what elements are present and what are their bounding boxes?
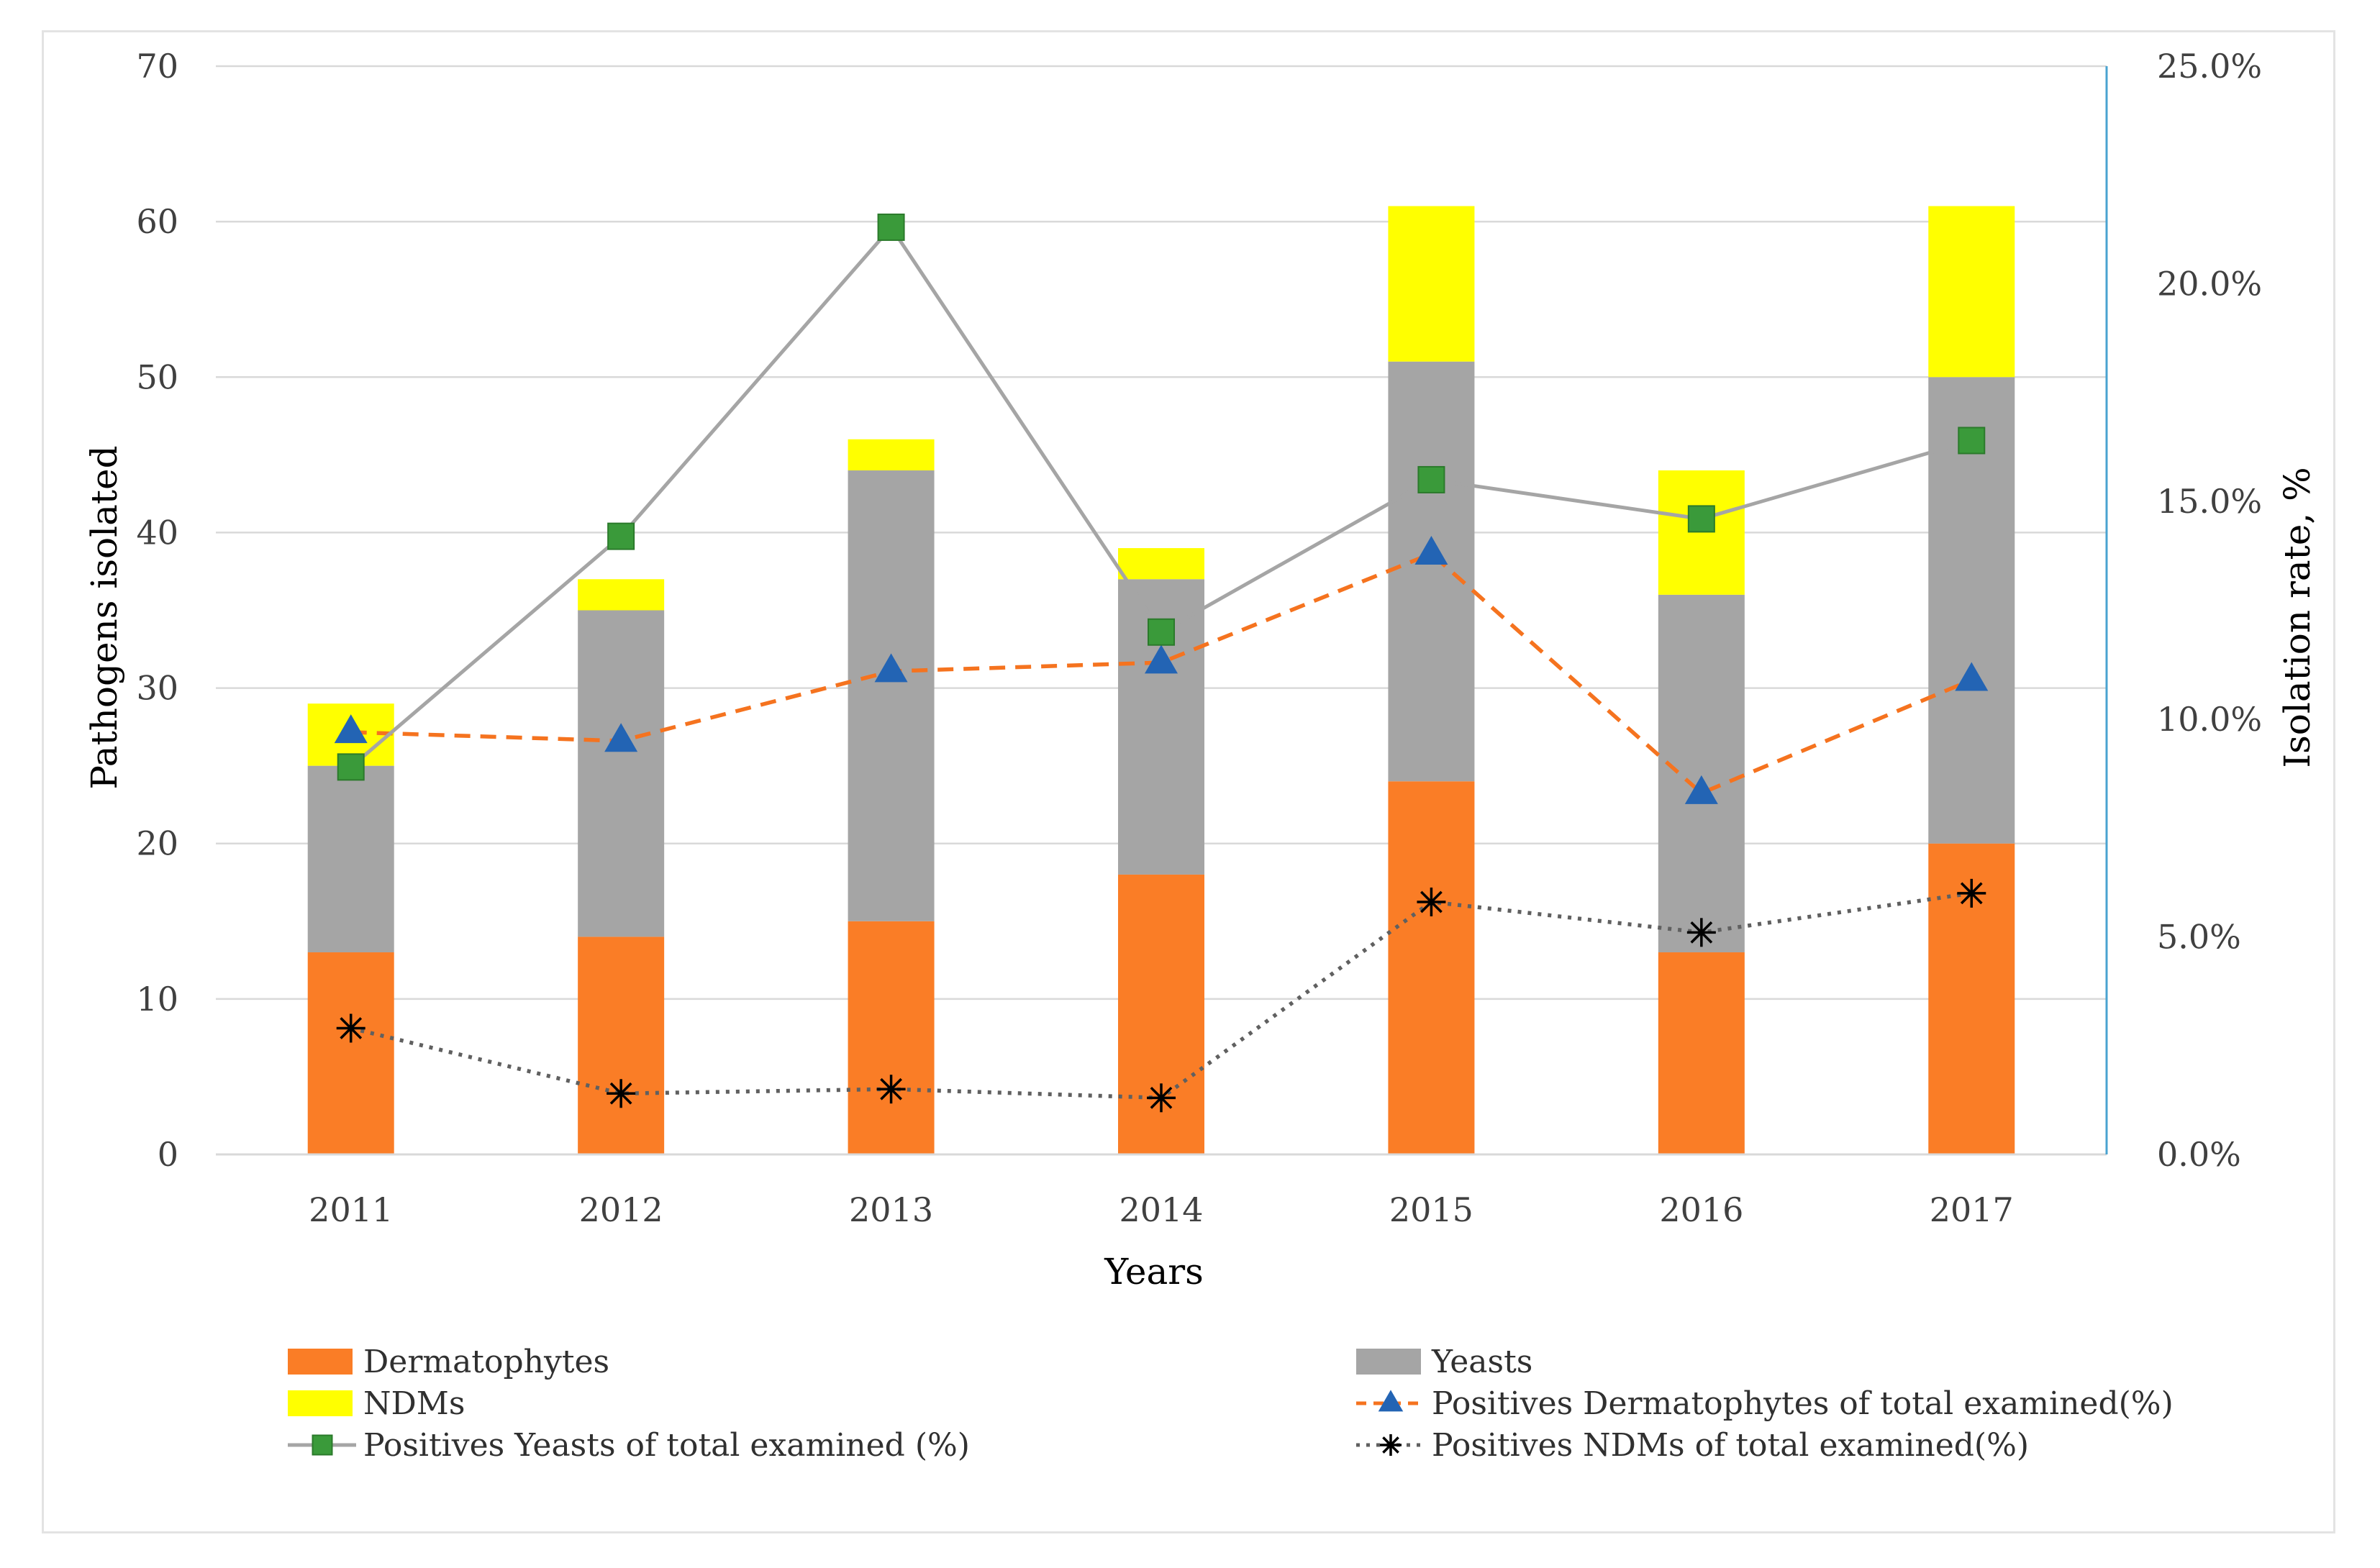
- point-triangle: [334, 714, 368, 744]
- point-asterisk: [1147, 1083, 1176, 1113]
- line-series: [334, 213, 1989, 1113]
- bar-ndms: [848, 439, 935, 470]
- point-triangle: [874, 653, 908, 683]
- legend: Dermatophytes Yeasts NDMs Positives Dermato…: [288, 1344, 2174, 1464]
- point-triangle: [1145, 644, 1178, 674]
- bar-dermatophytes: [1388, 781, 1475, 1154]
- legend-marker: [312, 1434, 333, 1456]
- point-asterisk: [876, 1075, 906, 1104]
- point-asterisk: [607, 1079, 636, 1108]
- bar-ndms: [1118, 548, 1204, 580]
- y-tick-label: 30: [136, 669, 178, 708]
- y-tick-label: 40: [136, 513, 178, 552]
- legend-label: NDMs: [363, 1385, 465, 1422]
- y2-tick-label: 0.0%: [2157, 1135, 2241, 1174]
- x-tick-label: 2015: [1389, 1190, 1473, 1229]
- legend-swatch: [288, 1390, 353, 1416]
- bar-dermatophytes: [307, 952, 394, 1154]
- y-tick-label: 0: [158, 1135, 178, 1174]
- point-square: [607, 522, 635, 550]
- x-tick-label: 2013: [849, 1190, 933, 1229]
- point-triangle: [1414, 536, 1448, 565]
- legend-label: Yeasts: [1431, 1344, 1532, 1380]
- legend-marker: [1378, 1390, 1404, 1412]
- legend-label: Dermatophytes: [363, 1344, 609, 1380]
- bar-ndms: [578, 579, 665, 611]
- point-square: [1687, 505, 1715, 533]
- y-axis-title: Pathogens isolated: [83, 445, 125, 789]
- x-axis-title: Years: [1104, 1251, 1204, 1293]
- point-square: [1417, 465, 1445, 493]
- axes: 0 10 20 30 40 50 60 70 0.0% 5.0% 10.0% 15.0% 20.0% 25…: [83, 47, 2318, 1293]
- legend-marker: [1380, 1434, 1402, 1456]
- y2-tick-label: 25.0%: [2157, 47, 2262, 86]
- y-tick-label: 50: [136, 357, 178, 396]
- y2-tick-label: 15.0%: [2157, 482, 2262, 521]
- x-tick-label: 2017: [1930, 1190, 2014, 1229]
- bar-dermatophytes: [848, 921, 935, 1154]
- y2-tick-label: 20.0%: [2157, 265, 2262, 304]
- point-asterisk: [1686, 918, 1716, 947]
- x-tick-label: 2016: [1659, 1190, 1743, 1229]
- figure-frame: [42, 30, 2335, 1533]
- bar-yeasts: [578, 610, 665, 937]
- y-tick-label: 60: [136, 202, 178, 241]
- bar-ndms: [1388, 206, 1475, 362]
- point-square: [877, 213, 905, 241]
- legend-swatch: [1356, 1349, 1421, 1375]
- bar-yeasts: [1388, 361, 1475, 782]
- point-square: [1148, 618, 1175, 646]
- point-square: [337, 753, 365, 781]
- point-asterisk: [336, 1013, 365, 1043]
- y2-tick-label: 10.0%: [2157, 700, 2262, 739]
- y-tick-label: 20: [136, 824, 178, 863]
- bar-dermatophytes: [578, 936, 665, 1154]
- bar-series: [307, 206, 2015, 1154]
- bar-yeasts: [1928, 377, 2015, 844]
- y-tick-label: 70: [136, 47, 178, 86]
- bar-yeasts: [848, 470, 935, 921]
- bar-ndms: [1928, 206, 2015, 378]
- bar-dermatophytes: [1118, 874, 1204, 1154]
- point-asterisk: [1957, 878, 1986, 908]
- x-tick-label: 2012: [579, 1190, 663, 1229]
- x-tick-label: 2011: [309, 1190, 393, 1229]
- legend-label: Positives Yeasts of total examined (%): [363, 1427, 970, 1464]
- point-triangle: [1684, 775, 1718, 804]
- point-triangle: [1955, 662, 1989, 691]
- y2-axis-title: Isolation rate, %: [2276, 467, 2318, 767]
- y-tick-label: 10: [136, 980, 178, 1018]
- bar-yeasts: [307, 765, 394, 953]
- x-tick-label: 2014: [1119, 1190, 1203, 1229]
- legend-label: Positives NDMs of total examined(%): [1432, 1427, 2029, 1464]
- legend-label: Positives Dermatophytes of total examine…: [1432, 1385, 2174, 1422]
- point-triangle: [604, 723, 638, 752]
- bar-dermatophytes: [1658, 952, 1745, 1154]
- bar-yeasts: [1658, 594, 1745, 953]
- legend-swatch: [288, 1349, 353, 1375]
- bar-ndms: [1658, 470, 1745, 595]
- y2-tick-label: 5.0%: [2157, 917, 2241, 956]
- point-asterisk: [1417, 887, 1446, 916]
- point-square: [1958, 427, 1986, 455]
